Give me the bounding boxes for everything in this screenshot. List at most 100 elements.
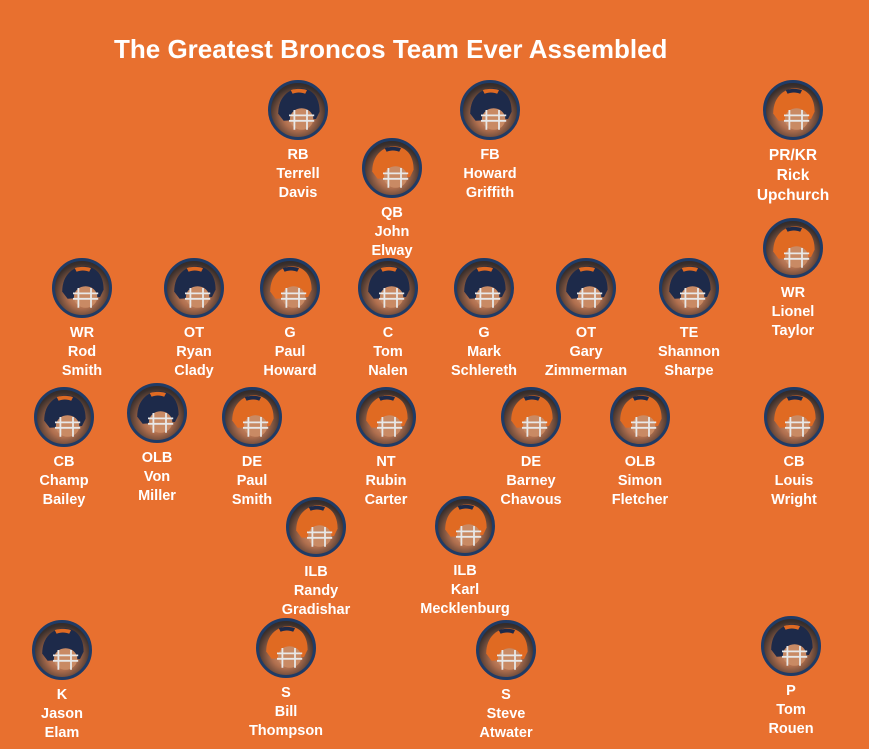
player-card-s1: S Bill Thompson xyxy=(221,618,351,741)
player-card-prkr: PR/KR Rick Upchurch xyxy=(728,80,858,206)
player-last-name: Nalen xyxy=(368,363,408,379)
player-photo-prkr xyxy=(763,80,823,140)
player-photo-ot1 xyxy=(164,258,224,318)
player-last-name: Schlereth xyxy=(450,363,518,379)
player-first-name: Karl xyxy=(450,582,480,598)
player-card-g2: G Mark Schlereth xyxy=(419,258,549,381)
player-card-de2: DE Barney Chavous xyxy=(466,387,596,510)
player-first-name: Paul xyxy=(236,473,268,489)
player-card-wr2: WR Lionel Taylor xyxy=(728,218,858,341)
player-last-name: Thompson xyxy=(248,723,324,739)
helmet-icon xyxy=(278,88,320,130)
player-position: G xyxy=(478,325,490,341)
player-card-ot1: OT Ryan Clady xyxy=(129,258,259,381)
player-first-name: Steve xyxy=(486,706,526,722)
player-first-name: Von xyxy=(143,469,171,485)
player-position: OT xyxy=(183,325,205,341)
player-card-ot2: OT Gary Zimmerman xyxy=(521,258,651,381)
player-first-name: Barney xyxy=(506,473,556,489)
player-position: CB xyxy=(783,454,805,470)
player-photo-s2 xyxy=(476,620,536,680)
player-last-name: Zimmerman xyxy=(544,363,628,379)
player-first-name: Louis xyxy=(774,473,814,489)
helmet-icon xyxy=(566,266,608,308)
player-card-ilb2: ILB Karl Mecklenburg xyxy=(400,496,530,619)
player-first-name: Randy xyxy=(293,583,339,599)
player-photo-ot2 xyxy=(556,258,616,318)
player-first-name: Champ xyxy=(39,473,89,489)
player-photo-ilb1 xyxy=(286,497,346,557)
player-last-name: Atwater xyxy=(479,725,533,741)
player-card-olb2: OLB Simon Fletcher xyxy=(575,387,705,510)
player-position: S xyxy=(281,685,291,701)
helmet-icon xyxy=(620,395,662,437)
helmet-icon xyxy=(470,88,512,130)
player-first-name: Mark xyxy=(467,344,501,360)
player-last-name: Elam xyxy=(44,725,80,741)
player-last-name: Miller xyxy=(138,488,176,504)
player-position: DE xyxy=(520,454,542,470)
player-photo-s1 xyxy=(256,618,316,678)
player-position: WR xyxy=(780,285,806,301)
player-first-name: Rick xyxy=(776,167,810,184)
player-position: K xyxy=(56,687,68,703)
player-photo-p xyxy=(761,616,821,676)
player-photo-de1 xyxy=(222,387,282,447)
player-last-name: Mecklenburg xyxy=(420,601,510,617)
player-last-name: Gradishar xyxy=(281,602,351,618)
player-photo-c xyxy=(358,258,418,318)
player-card-ilb1: ILB Randy Gradishar xyxy=(251,497,381,620)
player-card-qb: QB John Elway xyxy=(327,138,457,261)
player-position: WR xyxy=(69,325,95,341)
player-card-fb: FB Howard Griffith xyxy=(425,80,555,203)
player-last-name: Howard xyxy=(263,363,317,379)
player-photo-de2 xyxy=(501,387,561,447)
player-last-name: Chavous xyxy=(500,492,562,508)
player-first-name: Ryan xyxy=(176,344,212,360)
player-card-k: K Jason Elam xyxy=(0,620,127,743)
player-last-name: Sharpe xyxy=(664,363,714,379)
player-position: FB xyxy=(480,147,500,163)
player-last-name: Wright xyxy=(771,492,817,508)
player-photo-nt xyxy=(356,387,416,447)
helmet-icon xyxy=(372,146,414,188)
helmet-icon xyxy=(42,628,84,670)
player-position: S xyxy=(501,687,511,703)
player-last-name: Fletcher xyxy=(611,492,669,508)
helmet-icon xyxy=(62,266,104,308)
helmet-icon xyxy=(486,628,528,670)
player-position: RB xyxy=(287,147,309,163)
player-position: TE xyxy=(679,325,699,341)
helmet-icon xyxy=(771,624,813,666)
player-photo-g2 xyxy=(454,258,514,318)
player-last-name: Rouen xyxy=(768,721,814,737)
player-last-name: Carter xyxy=(364,492,408,508)
helmet-icon xyxy=(511,395,553,437)
player-card-cb2: CB Louis Wright xyxy=(729,387,859,510)
player-photo-rb xyxy=(268,80,328,140)
player-last-name: Davis xyxy=(278,185,318,201)
helmet-icon xyxy=(296,505,338,547)
player-position: QB xyxy=(381,205,403,221)
player-card-cb1: CB Champ Bailey xyxy=(0,387,129,510)
helmet-icon xyxy=(137,391,179,433)
player-first-name: Bill xyxy=(274,704,298,720)
player-card-de1: DE Paul Smith xyxy=(187,387,317,510)
player-position: C xyxy=(382,325,394,341)
player-first-name: Paul xyxy=(274,344,306,360)
player-card-p: P Tom Rouen xyxy=(726,616,856,739)
helmet-icon xyxy=(773,88,815,130)
player-photo-olb1 xyxy=(127,383,187,443)
player-photo-g1 xyxy=(260,258,320,318)
player-card-nt: NT Rubin Carter xyxy=(321,387,451,510)
player-photo-cb2 xyxy=(764,387,824,447)
player-photo-k xyxy=(32,620,92,680)
player-card-te: TE Shannon Sharpe xyxy=(624,258,754,381)
helmet-icon xyxy=(44,395,86,437)
player-last-name: Griffith xyxy=(465,185,515,201)
helmet-icon xyxy=(266,626,308,668)
helmet-icon xyxy=(773,226,815,268)
player-position: G xyxy=(284,325,296,341)
player-first-name: Terrell xyxy=(276,166,320,182)
player-card-c: C Tom Nalen xyxy=(323,258,453,381)
